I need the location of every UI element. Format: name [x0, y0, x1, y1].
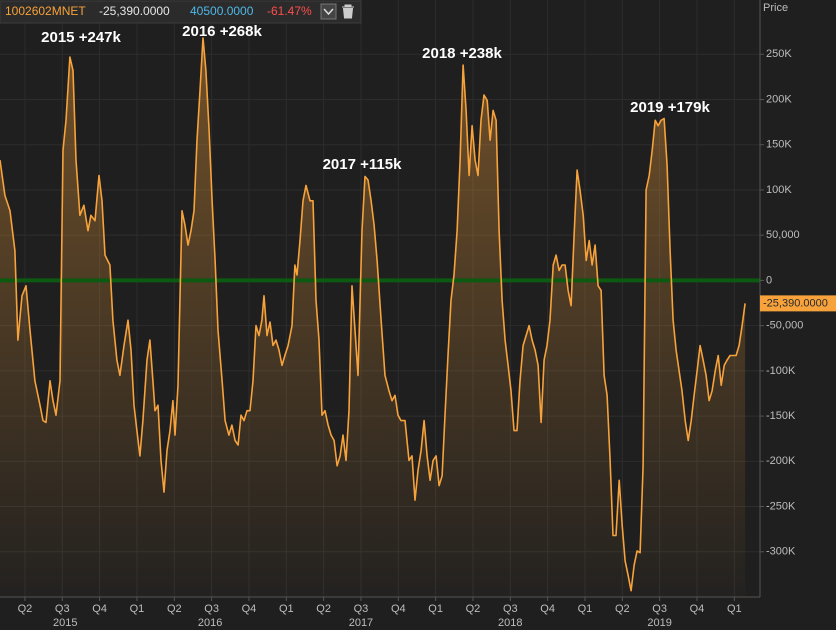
x-tick-label: Q2 — [615, 603, 630, 615]
x-tick-label: Q3 — [503, 603, 518, 615]
legend-header: 1002602MNET -25,390.0000 40500.0000 -61.… — [0, 0, 362, 24]
x-tick-label: Q2 — [316, 603, 331, 615]
y-tick-label: 250K — [766, 48, 792, 60]
dropdown-box[interactable] — [320, 3, 337, 20]
price-axis-panel — [760, 0, 836, 630]
line — [0, 37, 746, 592]
y-tick-label: -150K — [766, 410, 796, 422]
x-tick-label: Q1 — [130, 603, 145, 615]
y-tick-label: 200K — [766, 93, 792, 105]
time-axis-panel — [0, 597, 760, 630]
year-label: 2015 — [53, 617, 77, 629]
x-tick-label: Q1 — [578, 603, 593, 615]
x-tick-label: Q4 — [391, 603, 406, 615]
x-tick-label: Q3 — [55, 603, 70, 615]
price-tag-label: -25,390.0000 — [763, 297, 828, 309]
year-label: 2018 — [498, 617, 522, 629]
x-tick-label: Q1 — [428, 603, 443, 615]
dropdown-icon[interactable] — [323, 8, 334, 16]
x-tick-label: Q4 — [92, 603, 107, 615]
y-axis-label: Price — [763, 2, 788, 14]
x-tick-label: Q1 — [727, 603, 742, 615]
last-value: -25,390.0000 — [99, 4, 170, 18]
y-tick-label: 50,000 — [766, 229, 800, 241]
y-tick-label: 0 — [766, 274, 772, 286]
year-label: 2016 — [198, 617, 222, 629]
year-label: 2019 — [647, 617, 671, 629]
y-tick-label: 150K — [766, 139, 792, 151]
x-tick-label: Q2 — [167, 603, 182, 615]
x-tick-label: Q3 — [204, 603, 219, 615]
y-tick-label: 100K — [766, 184, 792, 196]
dropdown-button[interactable] — [320, 3, 337, 20]
symbol: 1002602MNET — [5, 4, 86, 18]
trash-icon[interactable] — [342, 4, 354, 19]
annotation: 2017 +115k — [323, 156, 402, 173]
year-label: 2017 — [349, 617, 373, 629]
x-tick-label: Q4 — [690, 603, 705, 615]
x-tick-label: Q3 — [354, 603, 369, 615]
change: 40500.0000 — [190, 4, 254, 18]
y-tick-label: -50,000 — [766, 320, 803, 332]
annotation: 2019 +179k — [630, 99, 710, 116]
price-tag — [760, 295, 836, 312]
annotation: 2016 +268k — [182, 23, 262, 40]
change-percent: -61.47% — [267, 4, 312, 18]
y-tick-label: -250K — [766, 500, 796, 512]
x-tick-label: Q1 — [279, 603, 294, 615]
delete-button[interactable] — [342, 4, 354, 19]
header-box — [0, 0, 362, 24]
x-tick-label: Q2 — [466, 603, 481, 615]
x-tick-label: Q2 — [18, 603, 33, 615]
area — [0, 38, 746, 597]
x-tick-label: Q3 — [652, 603, 667, 615]
x-tick-label: Q4 — [540, 603, 555, 615]
y-tick-label: -200K — [766, 455, 796, 467]
y-tick-label: -300K — [766, 546, 796, 558]
annotation: 2015 +247k — [41, 29, 121, 46]
x-tick-label: Q4 — [242, 603, 257, 615]
y-tick-label: -100K — [766, 365, 796, 377]
annotation: 2018 +238k — [422, 45, 502, 62]
